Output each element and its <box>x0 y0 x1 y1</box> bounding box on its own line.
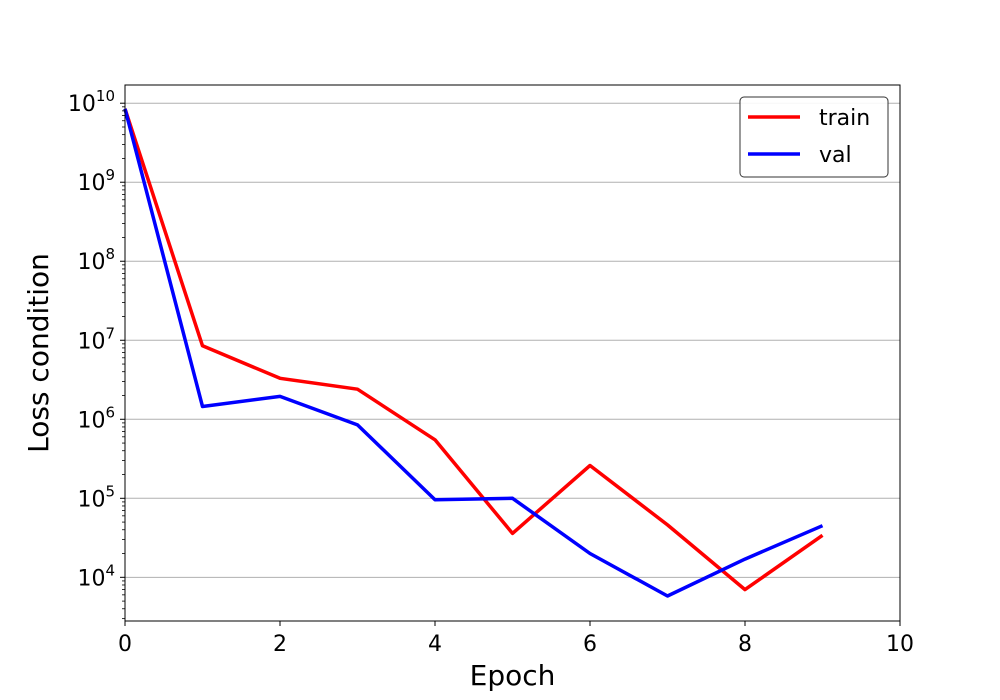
y-tick-label: 105 <box>77 482 115 512</box>
x-axis-ticks: 0 2 4 6 8 10 <box>118 621 914 657</box>
series-lines <box>123 108 824 598</box>
grid-lines <box>125 102 900 578</box>
y-tick-label: 104 <box>77 561 115 591</box>
x-tick-label: 4 <box>428 632 442 657</box>
plot-frame <box>124 84 901 622</box>
legend: train val <box>739 96 889 178</box>
legend-label-val: val <box>819 143 852 168</box>
x-tick-label: 0 <box>118 632 132 657</box>
x-tick-label: 6 <box>583 632 597 657</box>
legend-label-train: train <box>819 106 870 131</box>
y-tick-label: 108 <box>77 245 115 275</box>
x-tick-label: 2 <box>273 632 287 657</box>
series-line-train <box>123 108 824 592</box>
y-axis-ticks: 104 105 106 107 108 109 1010 <box>68 87 125 620</box>
y-tick-label: 107 <box>77 324 115 354</box>
y-tick-label: 106 <box>77 403 115 433</box>
x-axis-label: Epoch <box>470 659 556 692</box>
y-axis-label: Loss condition <box>22 253 55 453</box>
x-tick-label: 10 <box>886 632 914 657</box>
y-tick-label: 109 <box>77 166 115 196</box>
series-line-val <box>123 108 824 598</box>
x-tick-label: 8 <box>738 632 752 657</box>
y-tick-label: 1010 <box>68 87 115 117</box>
